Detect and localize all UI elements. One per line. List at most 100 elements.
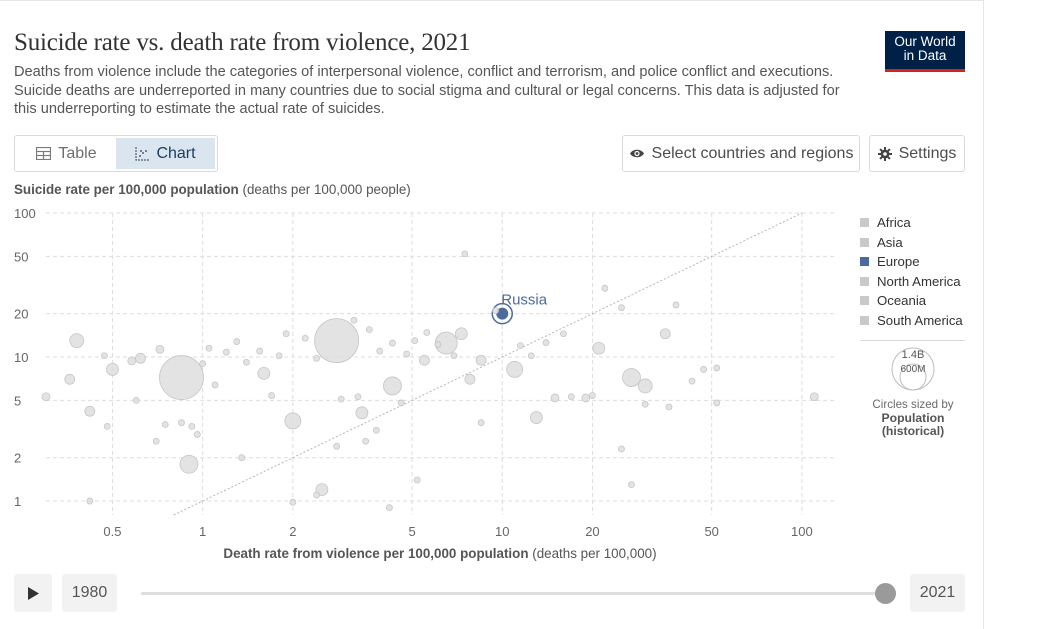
scatter-point[interactable]	[659, 328, 671, 340]
select-countries-button[interactable]: Select countries and regions	[622, 135, 860, 172]
scatter-point[interactable]	[618, 445, 625, 453]
timeline-start-year[interactable]: 1980	[62, 574, 117, 612]
scatter-point[interactable]	[527, 352, 535, 360]
scatter-point[interactable]	[86, 497, 94, 505]
scatter-point[interactable]	[284, 412, 302, 430]
scatter-point[interactable]	[601, 284, 609, 292]
scatter-point[interactable]	[127, 356, 137, 366]
scatter-point[interactable]	[372, 426, 380, 434]
timeline-end-year[interactable]: 2021	[910, 574, 965, 612]
scatter-point[interactable]	[135, 352, 146, 364]
settings-button[interactable]: Settings	[869, 135, 965, 172]
play-button[interactable]	[14, 574, 52, 612]
scatter-point[interactable]	[257, 366, 271, 380]
scatter-point[interactable]	[672, 301, 680, 309]
scatter-point[interactable]	[199, 360, 207, 368]
scatter-point[interactable]	[517, 342, 524, 350]
scatter-point[interactable]	[106, 363, 119, 376]
scatter-point[interactable]	[205, 344, 213, 352]
scatter-point[interactable]	[464, 373, 476, 385]
scatter-point[interactable]	[376, 347, 384, 355]
scatter-point[interactable]	[362, 437, 370, 445]
scatter-point[interactable]	[313, 354, 320, 362]
scatter-point[interactable]	[152, 437, 160, 445]
legend-item[interactable]: North America	[860, 272, 963, 292]
scatter-point[interactable]	[637, 378, 653, 394]
scatter-point[interactable]	[809, 392, 819, 402]
scatter-point[interactable]	[103, 422, 111, 430]
scatter-point[interactable]	[529, 411, 543, 424]
owid-logo[interactable]: Our World in Data	[885, 31, 965, 72]
scatter-point[interactable]	[622, 368, 641, 387]
timeline-handle[interactable]	[875, 583, 896, 604]
scatter-point[interactable]	[475, 354, 487, 366]
scatter-point[interactable]	[700, 366, 708, 373]
scatter-point[interactable]	[688, 377, 696, 385]
scatter-point[interactable]	[282, 330, 290, 338]
scatter-point[interactable]	[461, 250, 469, 258]
scatter-point[interactable]	[256, 347, 264, 355]
scatter-point[interactable]	[188, 422, 196, 430]
scatter-point[interactable]	[355, 406, 369, 420]
scatter-point[interactable]	[383, 376, 402, 396]
scatter-point[interactable]	[238, 454, 246, 462]
scatter-point[interactable]	[550, 393, 560, 403]
scatter-point[interactable]	[275, 352, 283, 360]
scatter-point[interactable]	[161, 421, 169, 428]
scatter-point[interactable]	[193, 431, 201, 438]
scatter-point[interactable]	[69, 333, 85, 349]
scatter-point[interactable]	[542, 339, 550, 346]
scatter-point[interactable]	[289, 498, 297, 506]
scatter-point[interactable]	[628, 481, 635, 489]
scatter-point[interactable]	[155, 344, 165, 354]
legend-item[interactable]: Asia	[860, 233, 963, 253]
scatter-point[interactable]	[101, 352, 108, 360]
scatter-point[interactable]	[419, 354, 430, 366]
scatter-point[interactable]	[159, 355, 204, 400]
scatter-point[interactable]	[713, 399, 721, 407]
scatter-point[interactable]	[713, 364, 721, 372]
scatter-point[interactable]	[243, 358, 250, 366]
scatter-point[interactable]	[178, 419, 185, 427]
scatter-point[interactable]	[560, 330, 567, 338]
scatter-point[interactable]	[41, 392, 51, 402]
legend-item[interactable]: Africa	[860, 213, 963, 233]
scatter-point[interactable]	[301, 334, 309, 342]
scatter-point[interactable]	[268, 392, 276, 399]
scatter-point[interactable]	[492, 307, 499, 315]
legend-item[interactable]: Europe	[860, 252, 963, 272]
legend-item[interactable]: Oceania	[860, 291, 963, 311]
scatter-point[interactable]	[567, 393, 575, 401]
tab-table[interactable]: Table	[17, 138, 116, 169]
scatter-point[interactable]	[313, 491, 320, 499]
scatter-point[interactable]	[454, 327, 468, 341]
scatter-point[interactable]	[592, 341, 606, 355]
scatter-point[interactable]	[450, 352, 458, 360]
scatter-point[interactable]	[132, 396, 140, 404]
scatter-point[interactable]	[233, 338, 241, 345]
tab-chart[interactable]: Chart	[116, 138, 215, 169]
scatter-point[interactable]	[411, 337, 419, 345]
timeline-track[interactable]	[141, 592, 885, 595]
scatter-point[interactable]	[350, 316, 358, 324]
scatter-point[interactable]	[389, 339, 396, 347]
scatter-point[interactable]	[385, 504, 393, 512]
scatter-point[interactable]	[84, 405, 96, 417]
scatter-point[interactable]	[413, 476, 421, 484]
scatter-point[interactable]	[434, 341, 442, 348]
scatter-point[interactable]	[589, 392, 596, 399]
scatter-point[interactable]	[354, 393, 362, 401]
legend-item[interactable]: South America	[860, 311, 963, 331]
scatter-point[interactable]	[314, 318, 360, 364]
scatter-point[interactable]	[477, 419, 485, 427]
scatter-point[interactable]	[641, 400, 649, 408]
scatter-point[interactable]	[64, 373, 76, 385]
scatter-point[interactable]	[211, 381, 219, 389]
scatter-point[interactable]	[423, 329, 431, 336]
scatter-point[interactable]	[618, 304, 625, 312]
scatter-point[interactable]	[403, 350, 411, 358]
scatter-point[interactable]	[581, 393, 591, 403]
scatter-point[interactable]	[222, 348, 230, 356]
scatter-point[interactable]	[365, 326, 373, 334]
scatter-point[interactable]	[665, 403, 673, 411]
